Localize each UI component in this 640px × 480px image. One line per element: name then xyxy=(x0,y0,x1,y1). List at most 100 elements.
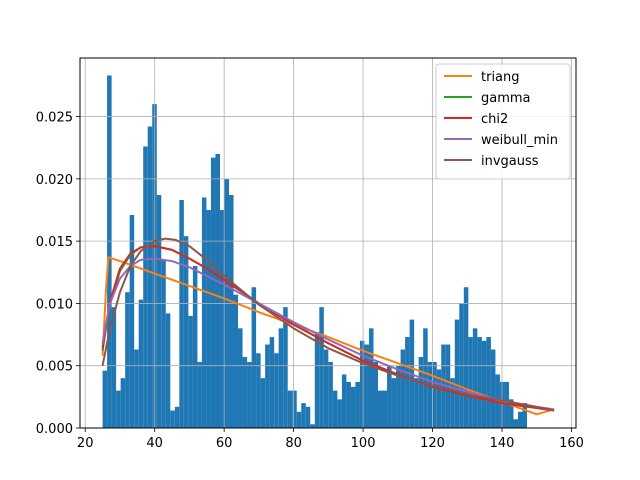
histogram-bar xyxy=(310,424,315,428)
histogram-bar xyxy=(314,332,320,428)
plot-frame xyxy=(79,57,577,429)
histogram-bar xyxy=(359,340,365,428)
histogram-bar xyxy=(463,287,469,428)
histogram-bar xyxy=(260,378,266,428)
histogram-bar xyxy=(323,349,329,428)
histogram-bar xyxy=(382,390,388,428)
histogram-bar xyxy=(405,337,410,428)
histogram-bar xyxy=(522,403,528,428)
histogram-bar xyxy=(170,410,175,428)
histogram-bar xyxy=(517,411,523,428)
legend-label-triang: triang xyxy=(481,70,520,85)
histogram-bar xyxy=(156,195,162,428)
histogram-bar xyxy=(120,378,126,428)
y-axis: 0.000 0.005 0.010 0.015 0.020 0.025 xyxy=(36,111,80,437)
histogram xyxy=(102,75,528,429)
histogram-bar xyxy=(138,299,144,428)
histogram-bar xyxy=(423,328,428,428)
histogram-bar xyxy=(346,381,351,428)
histogram-bar xyxy=(251,287,257,428)
histogram-bar xyxy=(174,406,180,428)
histogram-bar xyxy=(436,369,442,428)
histogram-bar xyxy=(238,328,243,428)
histogram-bar xyxy=(454,319,460,428)
histogram-bar xyxy=(513,419,518,428)
histogram-bar xyxy=(165,313,171,428)
x-tick-label: 140 xyxy=(490,436,515,451)
y-tick-label: 0.000 xyxy=(36,422,73,437)
legend-label-gamma: gamma xyxy=(481,91,531,106)
histogram-bar xyxy=(192,266,198,428)
legend-label-weibull_min: weibull_min xyxy=(481,133,558,148)
y-tick-label: 0.020 xyxy=(36,173,73,188)
histogram-bar xyxy=(269,337,275,428)
histogram-bar xyxy=(450,378,455,428)
histogram-bar xyxy=(278,328,284,428)
histogram-bar xyxy=(305,406,311,428)
histogram-bar xyxy=(247,361,252,428)
histogram-bar xyxy=(373,361,379,428)
histogram-bar xyxy=(432,361,437,428)
histogram-bar xyxy=(116,390,121,428)
histogram-bar xyxy=(481,340,487,428)
histogram-bar xyxy=(337,399,342,428)
histogram-bar xyxy=(233,294,239,428)
histogram-bar xyxy=(387,365,392,428)
legend-box xyxy=(435,63,571,180)
histogram-bar xyxy=(161,259,166,428)
histogram-bar xyxy=(183,236,189,428)
histogram-bar xyxy=(111,307,117,428)
histogram-bar xyxy=(292,390,297,428)
y-tick-label: 0.005 xyxy=(36,360,73,375)
histogram-bar xyxy=(287,390,293,428)
fit-curves xyxy=(101,237,555,416)
histogram-bar xyxy=(107,75,112,429)
histogram-bar xyxy=(129,214,135,428)
histogram-bar xyxy=(265,344,270,428)
histogram-bar xyxy=(215,153,220,429)
histogram-bar xyxy=(441,344,446,428)
histogram-bar xyxy=(143,146,148,428)
histogram-bar xyxy=(256,353,261,428)
histogram-bar xyxy=(188,315,193,428)
histogram-bar xyxy=(368,328,374,428)
x-tick-label: 100 xyxy=(351,436,376,451)
histogram-bar xyxy=(486,337,491,428)
histogram-bar xyxy=(219,209,225,428)
x-tick-label: 60 xyxy=(216,436,233,451)
y-tick-label: 0.015 xyxy=(36,235,73,250)
histogram-bar xyxy=(102,370,108,428)
y-tick-label: 0.010 xyxy=(36,297,73,312)
y-tick-label: 0.025 xyxy=(36,111,73,126)
histogram-bar xyxy=(125,292,130,428)
histogram-bar xyxy=(418,356,424,428)
histogram-bar xyxy=(468,337,473,428)
x-tick-label: 20 xyxy=(77,436,94,451)
histogram-bar xyxy=(396,365,401,428)
series-line-invgauss xyxy=(101,237,555,412)
histogram-bar xyxy=(229,195,234,428)
x-tick-label: 160 xyxy=(559,436,584,451)
histogram-bar xyxy=(414,378,419,428)
legend-label-chi2: chi2 xyxy=(481,112,508,127)
histogram-bar xyxy=(378,390,383,428)
histogram-bar xyxy=(490,349,496,428)
histogram-bar xyxy=(274,353,279,428)
histogram-bar xyxy=(328,361,333,428)
histogram-bar xyxy=(355,381,360,428)
x-tick-label: 80 xyxy=(285,436,302,451)
histogram-bar xyxy=(201,197,207,428)
histogram-bar xyxy=(332,390,338,428)
histogram-bar xyxy=(364,344,369,428)
histogram-bar xyxy=(477,337,482,428)
histogram-bar xyxy=(179,200,184,428)
histogram-bar xyxy=(301,403,306,428)
histogram-bar xyxy=(197,361,202,428)
histogram-bar xyxy=(147,126,153,428)
histogram-bar xyxy=(206,209,211,428)
grid xyxy=(80,58,576,429)
histogram-bar xyxy=(134,349,139,428)
legend: triang gamma chi2 weibull_min invgauss xyxy=(435,63,571,180)
histogram-bar xyxy=(319,307,324,428)
